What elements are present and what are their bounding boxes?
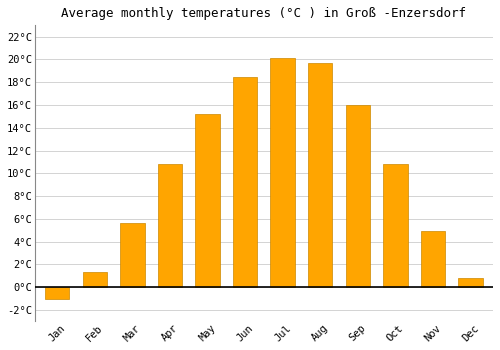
Bar (120, 223, 144, 287)
Bar (458, 278, 482, 287)
Bar (383, 164, 407, 287)
Bar (420, 231, 445, 287)
Bar (196, 114, 220, 287)
Bar (270, 58, 295, 287)
Bar (158, 164, 182, 287)
Bar (82, 272, 107, 287)
Bar (308, 63, 332, 287)
Bar (233, 77, 258, 287)
Title: Average monthly temperatures (°C ) in Groß -Enzersdorf: Average monthly temperatures (°C ) in Gr… (62, 7, 466, 20)
Bar (45, 287, 70, 299)
Bar (346, 105, 370, 287)
